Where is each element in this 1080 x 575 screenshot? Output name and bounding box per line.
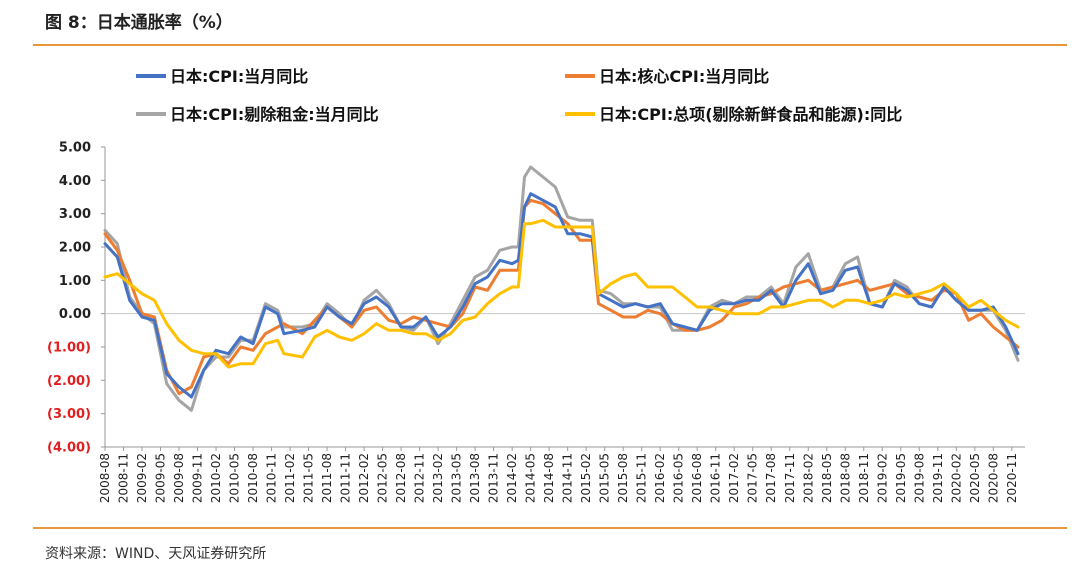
legend-item-cpi-core-core: 日本:CPI:总项(剔除新鲜食品和能源):同比 xyxy=(565,105,902,124)
x-tick-label: 2008-08 xyxy=(98,453,112,503)
x-tick-label: 2012-05 xyxy=(376,453,390,503)
x-tick-label: 2009-08 xyxy=(172,453,186,503)
x-tick-label: 2011-08 xyxy=(320,453,334,503)
x-tick-label: 2019-05 xyxy=(894,453,908,503)
x-tick-label: 2019-02 xyxy=(875,453,889,503)
x-tick-label: 2008-11 xyxy=(117,453,131,503)
x-tick-label: 2014-05 xyxy=(524,453,538,503)
y-tick-label: 2.00 xyxy=(59,241,91,256)
x-tick-label: 2018-11 xyxy=(857,453,871,503)
x-tick-label: 2011-05 xyxy=(302,453,316,503)
y-tick-label: 3.00 xyxy=(59,207,91,222)
x-tick-label: 2018-08 xyxy=(838,453,852,503)
y-axis-ticks: 5.00 4.00 3.00 2.00 1.00 0.00 (1.00) (2.00) (3.0… xyxy=(47,141,105,456)
x-tick-label: 2009-11 xyxy=(191,453,205,503)
x-tick-label: 2016-11 xyxy=(709,453,723,503)
x-tick-label: 2019-08 xyxy=(912,453,926,503)
x-tick-label: 2020-05 xyxy=(968,453,982,503)
x-tick-label: 2015-05 xyxy=(598,453,612,503)
x-tick-label: 2012-02 xyxy=(357,453,371,503)
x-tick-label: 2009-02 xyxy=(135,453,149,503)
x-tick-label: 2014-11 xyxy=(561,453,575,503)
legend-label-cpi-ex-rent: 日本:CPI:剔除租金:当月同比 xyxy=(170,105,379,124)
legend-label-core-cpi: 日本:核心CPI:当月同比 xyxy=(599,67,769,86)
bottom-divider xyxy=(33,527,1067,529)
x-tick-label: 2016-02 xyxy=(653,453,667,503)
legend-label-cpi-core-core: 日本:CPI:总项(剔除新鲜食品和能源):同比 xyxy=(599,105,902,124)
y-tick-label: 1.00 xyxy=(59,274,91,289)
x-tick-label: 2013-02 xyxy=(431,453,445,503)
inflation-line-chart: 日本:CPI:当月同比 日本:核心CPI:当月同比 日本:CPI:剔除租金:当月… xyxy=(47,67,1025,503)
y-tick-label: (1.00) xyxy=(47,341,91,356)
y-tick-label: 5.00 xyxy=(59,141,91,156)
legend-label-cpi: 日本:CPI:当月同比 xyxy=(170,67,308,86)
legend-item-cpi: 日本:CPI:当月同比 xyxy=(136,67,308,86)
figure-title: 图 8：日本通胀率（%） xyxy=(45,13,233,33)
y-tick-label: 4.00 xyxy=(59,174,91,189)
x-tick-label: 2015-11 xyxy=(635,453,649,503)
legend-item-core-cpi: 日本:核心CPI:当月同比 xyxy=(565,67,769,86)
x-tick-label: 2012-11 xyxy=(413,453,427,503)
x-tick-label: 2011-02 xyxy=(283,453,297,503)
x-tick-label: 2010-11 xyxy=(265,453,279,503)
x-tick-label: 2010-08 xyxy=(246,453,260,503)
x-tick-label: 2018-05 xyxy=(820,453,834,503)
y-tick-label: 0.00 xyxy=(59,307,91,322)
top-divider xyxy=(33,44,1067,46)
y-tick-label: (3.00) xyxy=(47,407,91,422)
x-tick-label: 2013-11 xyxy=(487,453,501,503)
x-tick-label: 2015-02 xyxy=(579,453,593,503)
y-tick-label: (2.00) xyxy=(47,374,91,389)
x-tick-label: 2009-05 xyxy=(154,453,168,503)
x-tick-label: 2016-08 xyxy=(690,453,704,503)
x-tick-label: 2020-08 xyxy=(986,453,1000,503)
series-line-cpi xyxy=(103,192,1020,399)
chart-legend: 日本:CPI:当月同比 日本:核心CPI:当月同比 日本:CPI:剔除租金:当月… xyxy=(136,67,902,124)
x-tick-label: 2013-08 xyxy=(468,453,482,503)
x-tick-label: 2010-05 xyxy=(228,453,242,503)
x-tick-label: 2018-02 xyxy=(801,453,815,503)
x-tick-label: 2019-11 xyxy=(931,453,945,503)
x-tick-label: 2012-08 xyxy=(394,453,408,503)
x-tick-label: 2020-02 xyxy=(949,453,963,503)
x-tick-label: 2016-05 xyxy=(672,453,686,503)
x-tick-label: 2014-02 xyxy=(505,453,519,503)
y-tick-label: (4.00) xyxy=(47,441,91,456)
x-axis-ticks: 2008-08 2008-11 2009-02 2009-05 2009-08 2009-… xyxy=(98,447,1019,503)
x-tick-label: 2017-08 xyxy=(764,453,778,503)
x-tick-label: 2020-11 xyxy=(1005,453,1019,503)
source-note: 资料来源：WIND、天风证券研究所 xyxy=(45,546,267,562)
x-tick-label: 2017-05 xyxy=(746,453,760,503)
x-tick-label: 2011-11 xyxy=(339,453,353,503)
x-tick-label: 2013-05 xyxy=(450,453,464,503)
legend-item-cpi-ex-rent: 日本:CPI:剔除租金:当月同比 xyxy=(136,105,379,124)
x-tick-label: 2010-02 xyxy=(209,453,223,503)
x-tick-label: 2017-02 xyxy=(727,453,741,503)
x-tick-label: 2017-11 xyxy=(783,453,797,503)
x-tick-label: 2014-08 xyxy=(542,453,556,503)
series-lines xyxy=(103,165,1020,412)
series-line-cpi-core-core xyxy=(103,218,1020,369)
x-tick-label: 2015-08 xyxy=(616,453,630,503)
